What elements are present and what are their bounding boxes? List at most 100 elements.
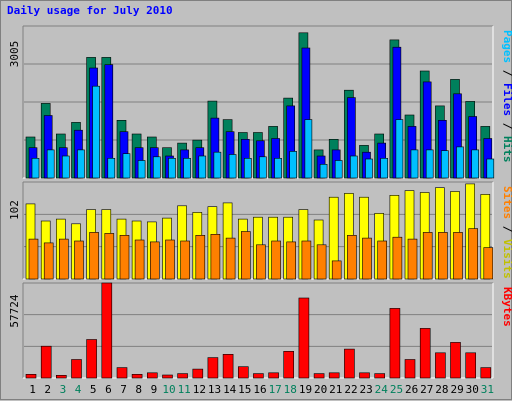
bar-pages-day-3 [61, 155, 70, 179]
bar-pages-day-26 [410, 149, 419, 179]
bar-kbytes-day-10 [162, 374, 173, 379]
bar-sites-day-13 [210, 234, 221, 280]
bar-sites-day-5 [89, 232, 99, 280]
x-tick-label: 6 [105, 383, 112, 396]
bar-sites-day-7 [119, 235, 130, 280]
bar-sites-day-17 [271, 240, 281, 280]
x-tick-label: 8 [135, 383, 142, 396]
bar-kbytes-day-3 [55, 374, 67, 379]
bar-pages-day-10 [168, 158, 176, 179]
legend-entry: / [501, 219, 512, 239]
bar-pages-day-5 [92, 85, 100, 179]
bar-sites-day-14 [225, 237, 236, 280]
x-tick-label: 9 [151, 383, 158, 396]
bar-kbytes-day-24 [374, 373, 386, 379]
bar-sites-day-26 [407, 238, 418, 280]
x-tick-label: 14 [223, 383, 237, 396]
bar-pages-day-9 [153, 156, 161, 179]
bar-kbytes-day-17 [268, 372, 279, 379]
bar-kbytes-day-1 [25, 373, 37, 379]
bar-pages-day-16 [259, 156, 267, 179]
legend-kbytes: KBytes [501, 287, 512, 327]
bar-kbytes-day-20 [313, 373, 325, 379]
bar-pages-day-1 [31, 158, 40, 179]
bar-sites-day-15 [241, 231, 251, 280]
x-tick-label: 31 [481, 383, 494, 396]
bar-pages-day-6 [107, 158, 116, 179]
x-tick-label: 21 [329, 383, 342, 396]
bar-pages-day-13 [213, 151, 222, 179]
bar-pages-day-7 [122, 153, 131, 179]
x-tick-label: 23 [359, 383, 372, 396]
bar-pages-day-14 [228, 154, 237, 179]
x-tick-label: 29 [450, 383, 463, 396]
bar-sites-day-8 [134, 239, 145, 280]
x-tick-label: 19 [299, 383, 312, 396]
bar-pages-day-18 [289, 151, 298, 179]
bar-pages-day-21 [334, 160, 343, 179]
bar-pages-day-30 [471, 149, 480, 179]
legend-entry: Files [501, 83, 512, 116]
bar-kbytes-day-7 [116, 367, 128, 379]
bar-sites-day-3 [58, 238, 69, 280]
bar-pages-day-20 [319, 164, 328, 179]
bar-sites-day-27 [422, 232, 433, 280]
bar-pages-day-27 [425, 149, 434, 179]
bar-pages-day-4 [77, 149, 85, 179]
x-tick-label: 27 [420, 383, 433, 396]
legend-entry: Visits [501, 239, 512, 279]
bar-pages-day-22 [350, 155, 358, 179]
x-tick-label: 13 [208, 383, 221, 396]
bar-sites-day-20 [316, 244, 327, 280]
bar-kbytes-day-6 [101, 282, 113, 379]
x-tick-label: 1 [29, 383, 36, 396]
x-tick-label: 5 [90, 383, 97, 396]
x-tick-label: 28 [435, 383, 448, 396]
bar-sites-day-9 [150, 241, 160, 280]
bar-sites-day-11 [180, 240, 190, 280]
legend-entry: Pages [501, 30, 512, 63]
bar-kbytes-day-23 [359, 372, 370, 379]
bar-sites-day-2 [43, 242, 54, 280]
x-tick-label: 12 [193, 383, 206, 396]
bar-kbytes-day-9 [147, 372, 158, 379]
bar-pages-day-25 [395, 119, 404, 179]
bar-sites-day-12 [195, 235, 206, 280]
bar-pages-day-19 [304, 119, 313, 179]
bar-kbytes-day-13 [207, 357, 219, 379]
bar-kbytes-day-19 [298, 297, 310, 379]
legend-visits-sites: Sites / Visits [501, 186, 512, 279]
bar-sites-day-28 [438, 232, 448, 280]
bar-kbytes-day-18 [283, 350, 295, 379]
bar-sites-day-30 [468, 228, 479, 280]
x-tick-label: 15 [238, 383, 251, 396]
bar-pages-day-17 [274, 158, 282, 179]
bar-sites-day-16 [256, 244, 266, 280]
bar-kbytes-day-15 [238, 366, 249, 379]
legend-entry: Hits [501, 136, 512, 163]
x-tick-label: 22 [344, 383, 357, 396]
legend-entry: / [501, 116, 512, 136]
bar-kbytes-day-4 [71, 359, 82, 379]
x-tick-label: 2 [44, 383, 51, 396]
axis-max-label: 3005 [8, 41, 21, 68]
legend-entry: / [501, 63, 512, 83]
bar-kbytes-day-30 [465, 352, 477, 379]
x-tick-label: 24 [375, 383, 389, 396]
bar-sites-day-4 [74, 240, 84, 280]
bar-kbytes-day-31 [480, 367, 492, 379]
bar-kbytes-day-22 [344, 348, 355, 379]
bar-pages-day-31 [486, 158, 495, 179]
x-tick-label: 20 [314, 383, 327, 396]
bar-kbytes-day-25 [389, 308, 401, 379]
bar-pages-day-15 [244, 158, 252, 179]
x-tick-label: 7 [120, 383, 127, 396]
bar-sites-day-1 [28, 238, 39, 280]
bar-sites-day-10 [165, 239, 175, 280]
bar-kbytes-day-21 [328, 372, 340, 379]
x-tick-label: 18 [284, 383, 297, 396]
x-tick-label: 16 [253, 383, 266, 396]
bar-kbytes-day-14 [222, 353, 234, 379]
